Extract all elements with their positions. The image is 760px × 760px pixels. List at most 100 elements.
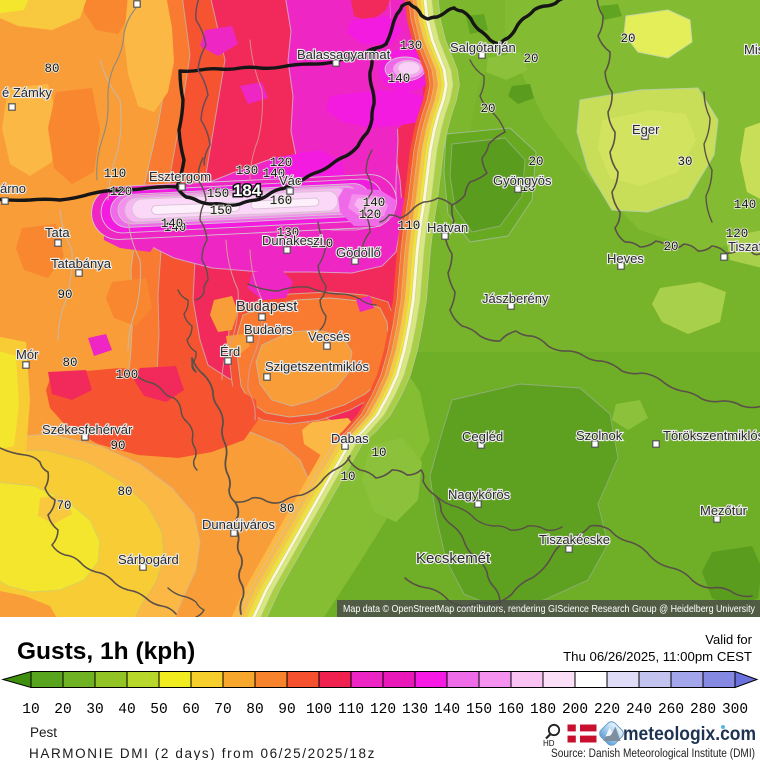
svg-text:140: 140 (263, 167, 286, 181)
svg-text:140: 140 (434, 702, 460, 718)
svg-text:140: 140 (388, 72, 411, 86)
svg-text:120: 120 (370, 702, 396, 718)
svg-text:130: 130 (236, 164, 259, 178)
svg-text:Tiszaf: Tiszaf (728, 239, 760, 254)
svg-text:Thu 06/26/2025, 11:00pm CEST: Thu 06/26/2025, 11:00pm CEST (563, 649, 752, 664)
svg-text:90: 90 (57, 288, 72, 302)
svg-text:HD: HD (543, 739, 555, 748)
svg-text:Kecskemét: Kecskemét (416, 550, 491, 567)
svg-text:Cegléd: Cegléd (462, 429, 503, 444)
svg-text:60: 60 (182, 702, 199, 718)
svg-text:Dabas: Dabas (331, 431, 369, 446)
svg-text:30: 30 (86, 702, 103, 718)
svg-text:120: 120 (110, 185, 133, 199)
svg-text:Dunaújváros: Dunaújváros (202, 517, 275, 532)
svg-text:200: 200 (562, 702, 588, 718)
svg-text:130: 130 (277, 226, 300, 240)
svg-text:20: 20 (528, 155, 543, 169)
svg-text:130: 130 (400, 39, 423, 53)
svg-text:Nagykőrös: Nagykőrös (448, 487, 511, 502)
svg-text:80: 80 (62, 356, 77, 370)
svg-text:150: 150 (207, 187, 230, 201)
svg-text:20: 20 (54, 702, 71, 718)
svg-text:meteologix.com: meteologix.com (623, 724, 756, 745)
svg-text:Szolnok: Szolnok (576, 428, 623, 443)
svg-text:Jászberény: Jászberény (482, 291, 549, 306)
svg-text:110: 110 (104, 167, 127, 181)
svg-text:160: 160 (498, 702, 524, 718)
svg-text:10: 10 (22, 702, 39, 718)
svg-text:140: 140 (161, 217, 184, 231)
svg-text:Gödöllő: Gödöllő (336, 245, 381, 260)
svg-text:Valid for: Valid for (705, 632, 752, 647)
svg-text:20: 20 (663, 240, 678, 254)
svg-text:Hatvan: Hatvan (427, 220, 468, 235)
svg-text:Sárbogárd: Sárbogárd (118, 552, 179, 567)
svg-text:120: 120 (359, 208, 382, 222)
svg-text:90: 90 (278, 702, 295, 718)
svg-text:Törökszentmiklós: Törökszentmiklós (663, 428, 760, 443)
svg-text:Esztergom: Esztergom (149, 169, 211, 184)
svg-text:140: 140 (363, 196, 386, 210)
svg-text:110: 110 (311, 237, 334, 251)
svg-text:100: 100 (306, 702, 332, 718)
svg-text:300: 300 (722, 702, 748, 718)
svg-text:Tatabánya: Tatabánya (51, 256, 112, 271)
svg-text:Budapest: Budapest (236, 299, 297, 315)
svg-text:80: 80 (246, 702, 263, 718)
svg-text:160: 160 (270, 194, 293, 208)
svg-text:20: 20 (480, 102, 495, 116)
svg-text:Balassagyarmat: Balassagyarmat (297, 47, 391, 62)
svg-text:80: 80 (44, 62, 59, 76)
svg-text:140: 140 (164, 221, 187, 235)
svg-text:80: 80 (117, 485, 132, 499)
svg-text:Gyöngyös: Gyöngyös (493, 173, 552, 188)
svg-text:HARMONIE DMI (2 days) from 06: HARMONIE DMI (2 days) from 06/25/2025/18… (29, 746, 376, 760)
svg-text:110: 110 (338, 702, 364, 718)
svg-text:Dunakeszi: Dunakeszi (262, 233, 323, 248)
svg-text:Heves: Heves (607, 251, 644, 266)
svg-text:184: 184 (233, 181, 262, 200)
svg-text:10: 10 (520, 181, 535, 195)
svg-text:Mis: Mis (744, 42, 760, 57)
svg-text:70: 70 (214, 702, 231, 718)
svg-text:Mezőtúr: Mezőtúr (700, 503, 748, 518)
svg-text:130: 130 (402, 702, 428, 718)
svg-text:180: 180 (530, 702, 556, 718)
svg-text:220: 220 (594, 702, 620, 718)
svg-text:Salgótarján: Salgótarján (450, 40, 516, 55)
svg-text:20: 20 (523, 52, 538, 66)
svg-text:260: 260 (658, 702, 684, 718)
svg-text:é Zámky: é Zámky (2, 85, 52, 100)
svg-text:140: 140 (734, 198, 757, 212)
svg-text:10: 10 (340, 470, 355, 484)
svg-text:Gusts, 1h (kph): Gusts, 1h (kph) (17, 638, 195, 665)
svg-text:150: 150 (210, 204, 233, 218)
svg-text:Székesfehérvár: Székesfehérvár (42, 422, 133, 437)
svg-text:50: 50 (150, 702, 167, 718)
svg-text:120: 120 (726, 227, 749, 241)
svg-text:100: 100 (116, 368, 139, 382)
svg-text:80: 80 (279, 502, 294, 516)
svg-text:Vecsés: Vecsés (308, 329, 350, 344)
svg-text:110: 110 (398, 219, 421, 233)
svg-text:150: 150 (466, 702, 492, 718)
svg-text:Budaörs: Budaörs (244, 322, 293, 337)
svg-text:Tata: Tata (45, 225, 70, 240)
svg-text:70: 70 (56, 499, 71, 513)
svg-text:40: 40 (118, 702, 135, 718)
svg-text:Szigetszentmiklós: Szigetszentmiklós (265, 359, 370, 374)
svg-text:árno: árno (0, 181, 26, 196)
svg-text:90: 90 (110, 439, 125, 453)
svg-text:Source: Danish Meteorological: Source: Danish Meteorological Institute … (551, 748, 755, 760)
svg-text:30: 30 (677, 155, 692, 169)
svg-text:280: 280 (690, 702, 716, 718)
svg-text:Pest: Pest (30, 725, 57, 740)
svg-text:Érd: Érd (220, 344, 240, 359)
svg-text:Map data © OpenStreetMap contr: Map data © OpenStreetMap contributors, r… (343, 604, 756, 615)
svg-text:20: 20 (620, 32, 635, 46)
svg-text:Mór: Mór (16, 347, 39, 362)
svg-text:Eger: Eger (632, 122, 660, 137)
svg-text:240: 240 (626, 702, 652, 718)
svg-text:Tiszakécske: Tiszakécske (539, 532, 610, 547)
